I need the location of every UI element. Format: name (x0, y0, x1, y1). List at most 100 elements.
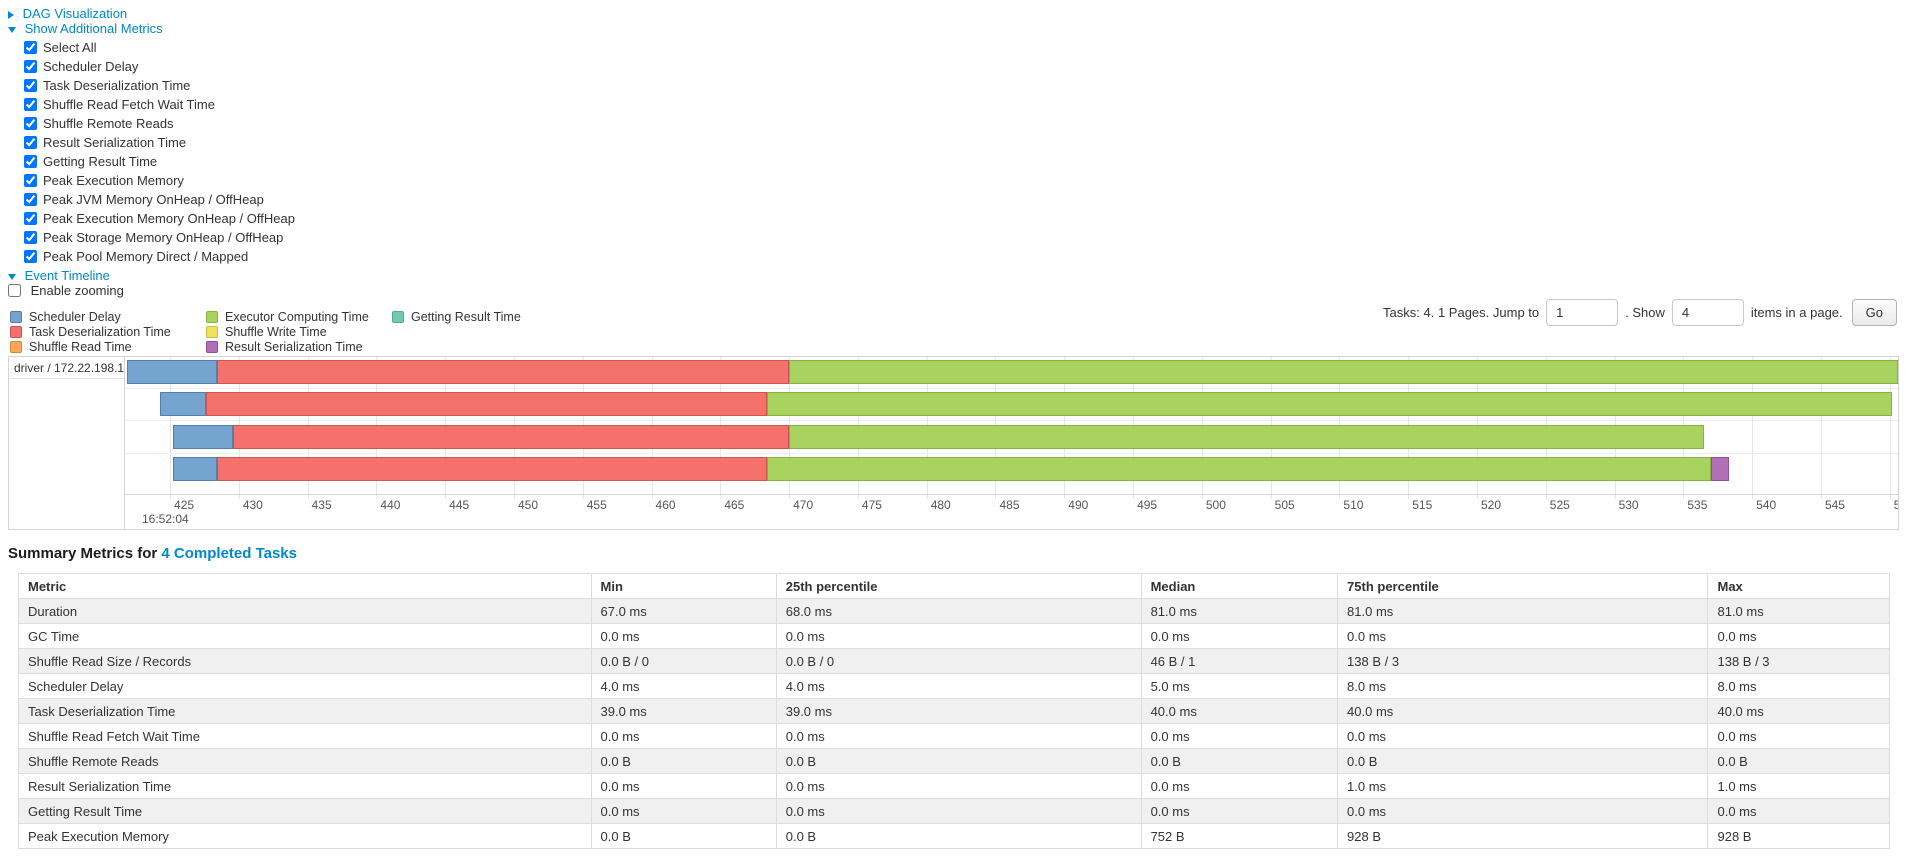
metric-checkbox-item[interactable]: Peak Execution Memory OnHeap / OffHeap (24, 209, 1907, 228)
axis-tick-label: 435 (311, 498, 332, 513)
executor_computing-segment[interactable] (789, 360, 1898, 385)
task-timeline-bar (126, 425, 1898, 450)
metric-checkbox[interactable] (24, 193, 37, 207)
metric-checkbox-item[interactable]: Select All (24, 38, 1907, 57)
legend-label: Task Deserialization Time (29, 324, 171, 339)
metric-checkbox[interactable] (24, 117, 37, 131)
executor_computing-segment[interactable] (789, 425, 1704, 450)
metric-name-cell: GC Time (18, 623, 592, 650)
metric-checkbox[interactable] (24, 250, 37, 264)
legend-item: Scheduler Delay (10, 309, 206, 324)
summary-column-header[interactable]: Max (1707, 573, 1890, 600)
task-pagination: Tasks: 4. 1 Pages. Jump to . Show items … (1383, 299, 1897, 327)
metric-value-cell: 0.0 B (590, 748, 777, 775)
enable-zooming-checkbox[interactable] (8, 284, 21, 298)
legend-item: Getting Result Time (392, 309, 562, 324)
metric-checkbox-item[interactable]: Task Deserialization Time (24, 76, 1907, 95)
metric-checkbox-label: Task Deserialization Time (43, 78, 191, 93)
jump-to-page-input[interactable] (1546, 299, 1619, 327)
axis-tick (857, 494, 859, 500)
metric-checkbox-item[interactable]: Shuffle Read Fetch Wait Time (24, 95, 1907, 114)
metric-checkbox[interactable] (24, 60, 37, 74)
caret-down-icon (8, 26, 16, 33)
scheduler_delay-segment[interactable] (127, 360, 217, 385)
metric-checkbox[interactable] (24, 174, 37, 188)
metric-checkbox-item[interactable]: Scheduler Delay (24, 57, 1907, 76)
shuffle_write-swatch (206, 325, 218, 338)
legend-column: Executor Computing Time Shuffle Write Tim… (206, 309, 392, 354)
metric-checkbox[interactable] (24, 231, 37, 245)
metric-checkbox-item[interactable]: Peak Execution Memory (24, 171, 1907, 190)
metric-checkbox[interactable] (24, 136, 37, 150)
metric-checkbox-item[interactable]: Peak Pool Memory Direct / Mapped (24, 247, 1907, 266)
metric-checkbox-item[interactable]: Result Serialization Time (24, 133, 1907, 152)
axis-tick (307, 494, 309, 500)
event-timeline-link[interactable]: Event Timeline (24, 268, 110, 283)
task-timeline-bar (126, 360, 1898, 385)
summary-column-header[interactable]: 25th percentile (775, 573, 1142, 600)
metric-checkbox-item[interactable]: Peak Storage Memory OnHeap / OffHeap (24, 228, 1907, 247)
dag-visualization-toggle[interactable]: DAG Visualization (8, 6, 1907, 21)
task_deserialization-segment[interactable] (233, 425, 790, 450)
axis-tick (1133, 494, 1135, 500)
axis-tick-label: 460 (655, 498, 676, 513)
metric-checkbox[interactable] (24, 98, 37, 112)
task_deserialization-segment[interactable] (216, 360, 790, 385)
completed-tasks-link[interactable]: 4 Completed Tasks (161, 545, 297, 563)
metric-value-cell: 5.0 ms (1140, 673, 1339, 700)
go-button[interactable]: Go (1851, 299, 1897, 327)
legend-column: Getting Result Time (392, 309, 562, 354)
summary-table-row: Result Serialization Time 0.0 ms 0.0 ms 0.0… (18, 773, 1890, 800)
metric-checkbox-item[interactable]: Getting Result Time (24, 152, 1907, 171)
scheduler_delay-segment[interactable] (160, 392, 206, 417)
metric-checkbox[interactable] (24, 79, 37, 93)
enable-zooming-row[interactable]: Enable zooming (8, 283, 124, 298)
axis-tick-label: 530 (1618, 498, 1639, 513)
metric-value-cell: 81.0 ms (1140, 598, 1339, 625)
summary-column-header[interactable]: 75th percentile (1337, 573, 1709, 600)
show-additional-metrics-link[interactable]: Show Additional Metrics (24, 21, 163, 36)
summary-column-header[interactable]: Metric (18, 573, 592, 600)
metric-value-cell: 752 B (1140, 823, 1339, 850)
metric-value-cell: 928 B (1337, 823, 1709, 850)
stage-controls: DAG Visualization Show Additional Metric… (0, 0, 1907, 299)
scheduler_delay-segment[interactable] (172, 457, 217, 482)
metric-value-cell: 0.0 ms (1140, 723, 1339, 750)
task-timeline-bar (126, 392, 1898, 417)
metric-value-cell: 40.0 ms (1140, 698, 1339, 725)
metric-checkbox-item[interactable]: Peak JVM Memory OnHeap / OffHeap (24, 190, 1907, 209)
dag-visualization-link[interactable]: DAG Visualization (22, 6, 128, 21)
summary-table-row: Shuffle Remote Reads 0.0 B 0.0 B 0.0 B 0.0 B… (18, 748, 1890, 775)
metric-value-cell: 0.0 ms (775, 623, 1142, 650)
legend-label: Result Serialization Time (225, 339, 363, 354)
metric-checkbox[interactable] (24, 212, 37, 226)
metric-checkbox-list: Select All Scheduler Delay Task Deserializ… (24, 38, 1907, 266)
task_deserialization-swatch (10, 325, 22, 338)
task_deserialization-segment[interactable] (205, 392, 768, 417)
caret-right-icon (8, 10, 14, 19)
executor_computing-swatch (206, 310, 218, 323)
metric-value-cell: 0.0 B (1140, 748, 1339, 775)
axis-tick-label: 525 (1549, 498, 1570, 513)
items-per-page-input[interactable] (1671, 299, 1744, 327)
show-additional-metrics-toggle[interactable]: Show Additional Metrics (8, 21, 1907, 36)
executor-group-label: driver / 172.22.198.104 (9, 357, 124, 380)
metric-checkbox[interactable] (24, 41, 37, 55)
metric-value-cell: 0.0 ms (775, 723, 1142, 750)
axis-tick-label: 465 (724, 498, 745, 513)
summary-column-header[interactable]: Min (590, 573, 777, 600)
axis-gridline (1752, 357, 1754, 497)
metric-checkbox[interactable] (24, 155, 37, 169)
executor_computing-segment[interactable] (767, 457, 1711, 482)
executor_computing-segment[interactable] (767, 392, 1893, 417)
task_deserialization-segment[interactable] (216, 457, 768, 482)
event-timeline-toggle[interactable]: Event Timeline (8, 268, 1907, 283)
axis-tick-label: 545 (1824, 498, 1845, 513)
enable-zooming-label: Enable zooming (30, 283, 124, 298)
legend-column: Scheduler Delay Task Deserialization Time… (10, 309, 206, 354)
scheduler_delay-segment[interactable] (172, 425, 234, 450)
result_serialization-segment[interactable] (1710, 457, 1729, 482)
metric-checkbox-item[interactable]: Shuffle Remote Reads (24, 114, 1907, 133)
items-per-page-text: items in a page. (1750, 305, 1843, 321)
summary-column-header[interactable]: Median (1140, 573, 1339, 600)
